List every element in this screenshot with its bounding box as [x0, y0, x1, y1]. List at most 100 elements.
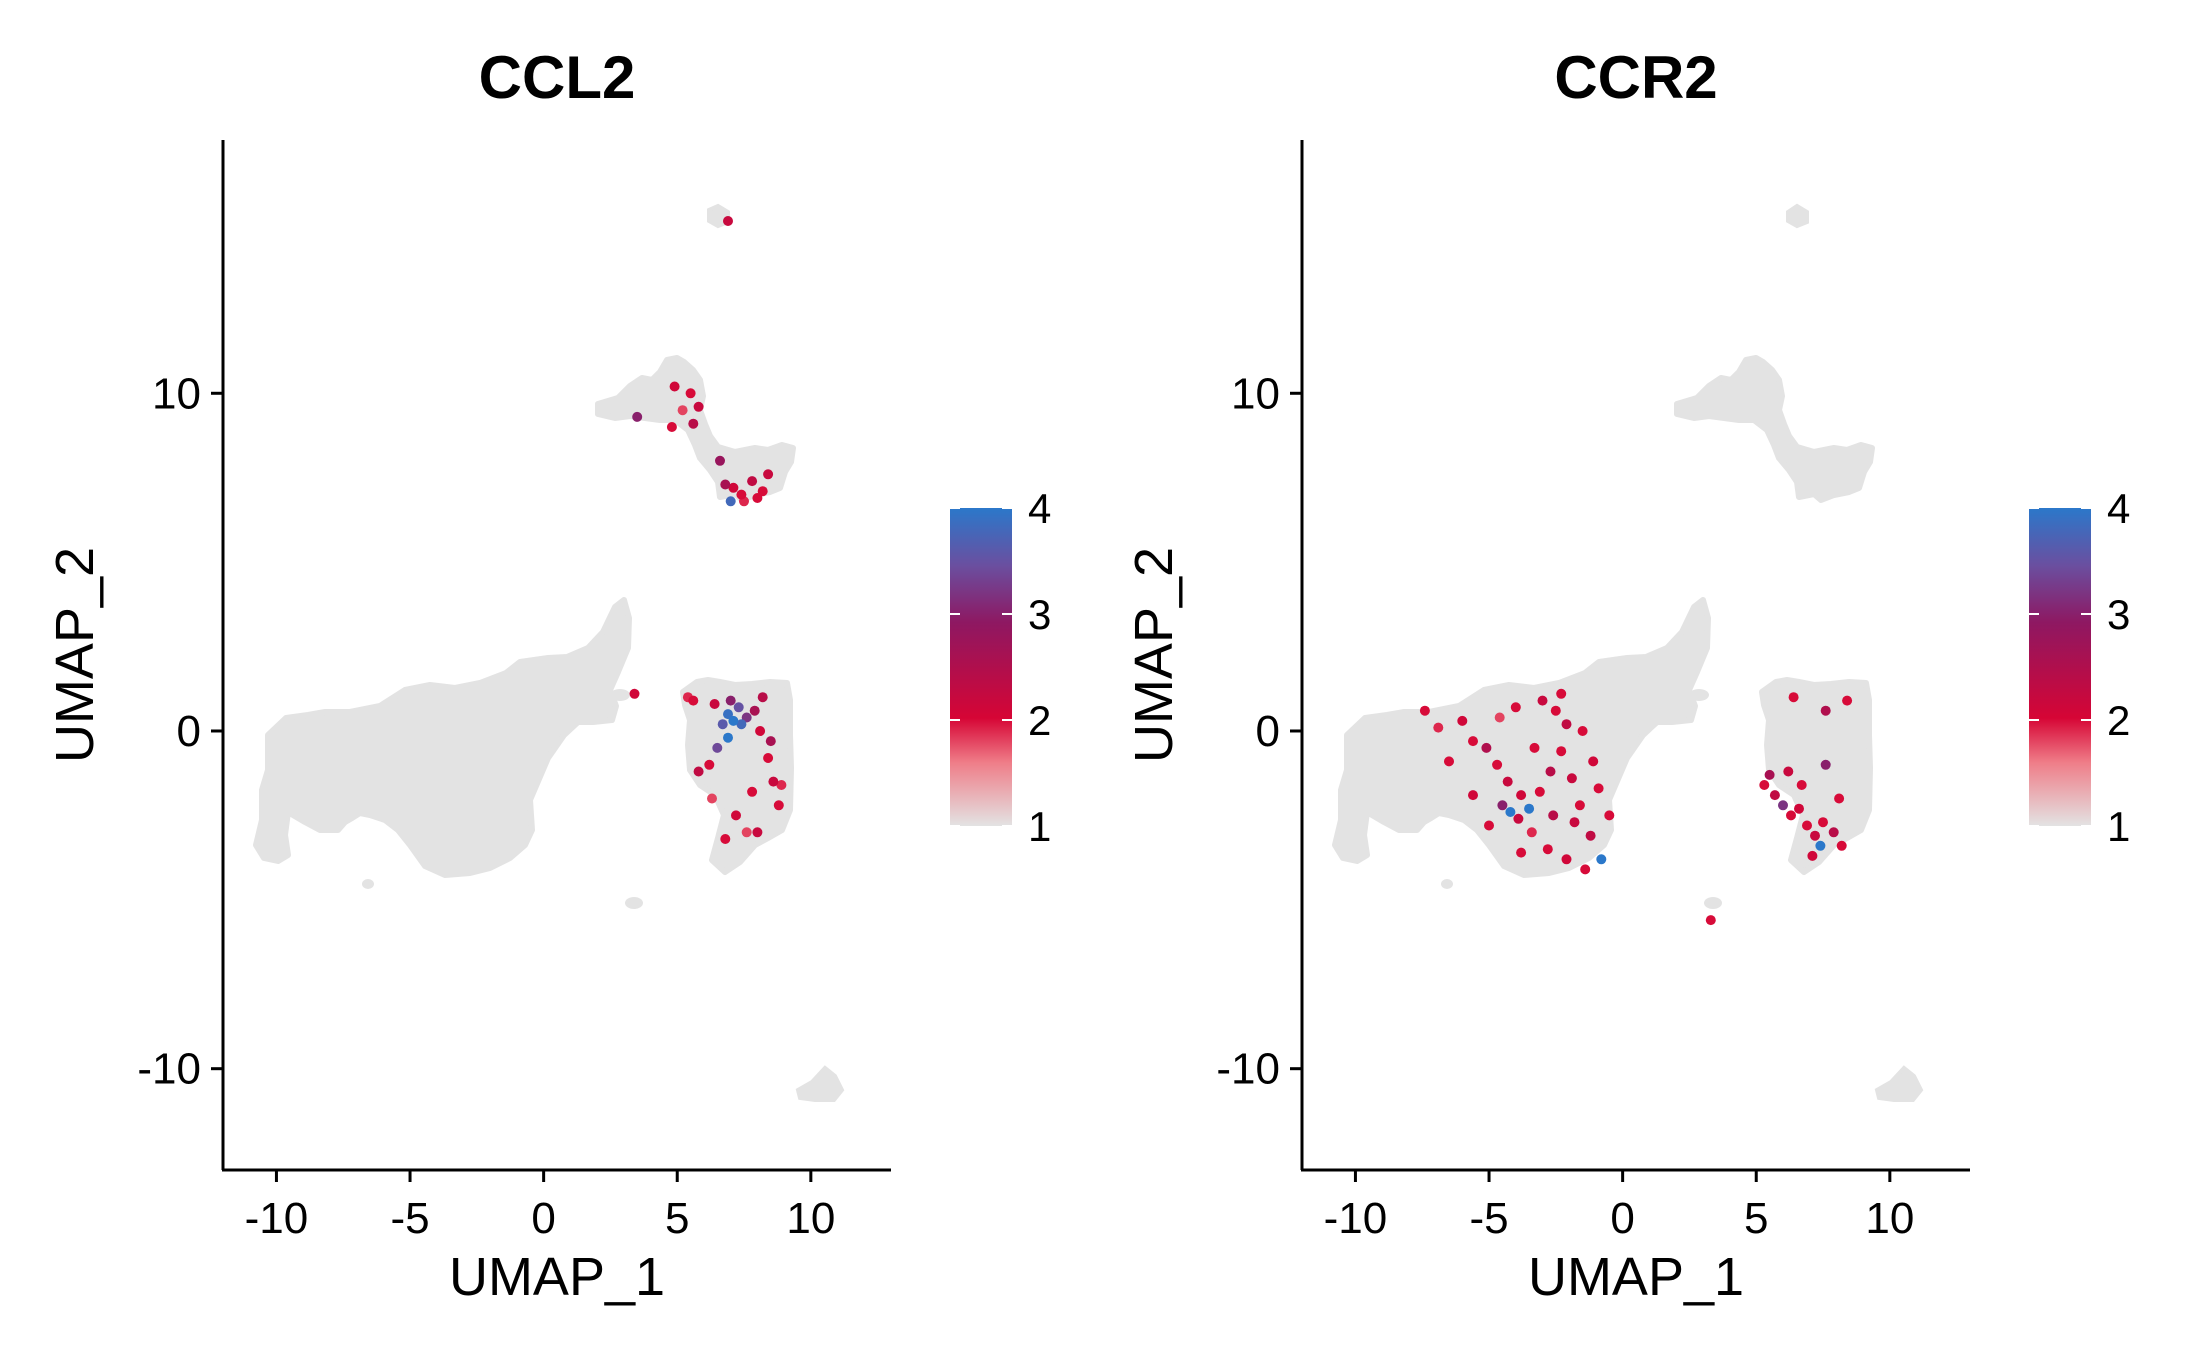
expression-point [704, 759, 715, 770]
expression-point [776, 780, 787, 790]
expression-point [1484, 820, 1494, 831]
cell-cluster-bottom-right [1874, 1065, 1924, 1102]
expression-point [749, 705, 760, 716]
expression-point [1468, 790, 1478, 801]
expression-point [747, 786, 758, 797]
expression-point [736, 719, 747, 730]
expression-point [1705, 915, 1716, 926]
expression-point [728, 482, 739, 493]
colorbar-tick-label: 3 [1028, 591, 1051, 638]
expression-point [736, 489, 747, 500]
expression-point [693, 401, 704, 412]
expression-point [1561, 854, 1572, 865]
expression-point [1786, 810, 1796, 821]
colorbar-gradient [2029, 508, 2091, 826]
expression-point [715, 455, 725, 466]
expression-point [1526, 827, 1537, 838]
expression-point [725, 496, 736, 507]
expression-point [763, 469, 774, 480]
x-ticks: -10 -5 0 5 10 [1324, 1170, 1914, 1243]
colorbar-tick-label: 2 [2107, 697, 2130, 744]
expression-point [1492, 759, 1503, 770]
expression-point [728, 715, 739, 726]
y-tick-label: -10 [137, 1045, 201, 1094]
x-tick-label: -10 [245, 1194, 309, 1243]
cell-cluster-small [625, 897, 643, 909]
colorbar-tick-label: 1 [2107, 803, 2130, 850]
expression-point [629, 688, 640, 699]
y-ticks: -10 0 10 [137, 369, 223, 1094]
expression-point [723, 216, 733, 226]
expression-point [1802, 820, 1812, 831]
expression-point [720, 479, 731, 490]
expression-point [1556, 746, 1567, 757]
x-ticks: -10 -5 0 5 10 [245, 1170, 835, 1243]
expression-point [1545, 766, 1556, 777]
expression-point [1810, 830, 1820, 841]
expression-point [765, 736, 776, 747]
expression-point [733, 702, 744, 713]
expression-point [1818, 817, 1828, 828]
x-tick-label: 10 [1865, 1194, 1914, 1243]
colorbar-tick-label: 4 [1028, 485, 1051, 532]
expression-point [1548, 810, 1559, 821]
expression-point [1820, 705, 1831, 716]
cell-cluster-right [1759, 677, 1873, 875]
x-tick-label: 5 [1744, 1194, 1768, 1243]
colorbar-tick-label: 2 [1028, 697, 1051, 744]
expression-point [1419, 705, 1430, 716]
colorbar-gradient [950, 508, 1012, 826]
x-tick-label: 0 [531, 1194, 555, 1243]
expression-point [1815, 840, 1826, 851]
expression-point [1580, 864, 1591, 875]
expression-point [1513, 813, 1524, 824]
expression-point [1828, 827, 1839, 838]
panel-title: CCL2 [479, 44, 636, 111]
y-tick-label: 0 [177, 707, 201, 756]
expression-point [768, 776, 779, 787]
expression-point [752, 493, 763, 503]
expression-point [717, 719, 728, 730]
expression-point [757, 486, 768, 497]
expression-point [1834, 793, 1845, 804]
expression-point [1561, 719, 1572, 730]
expression-point [731, 810, 741, 821]
colorbar-ticks: 1 2 3 4 [950, 485, 1051, 850]
cell-cluster-upper [1674, 355, 1875, 503]
expression-point [1542, 844, 1553, 855]
y-axis-title: UMAP_2 [45, 547, 105, 763]
y-ticks: -10 0 10 [1216, 369, 1302, 1094]
y-tick-label: 10 [152, 369, 201, 418]
expression-point [1577, 726, 1588, 736]
expression-point [1550, 705, 1561, 716]
cell-cluster-small [1689, 689, 1709, 701]
expression-point [723, 709, 733, 720]
expression-point [1502, 776, 1513, 787]
expression-point [1596, 854, 1607, 865]
expression-point [1593, 783, 1604, 794]
expression-point [1842, 695, 1853, 706]
expression-point [1778, 800, 1788, 811]
expression-points [1419, 688, 1853, 926]
expression-point [1794, 803, 1804, 814]
expression-point [757, 692, 768, 703]
expression-point [1569, 817, 1580, 828]
cell-cluster-small [1441, 879, 1453, 889]
x-tick-label: -10 [1324, 1194, 1388, 1243]
colorbar-tick-label: 4 [2107, 485, 2130, 532]
expression-point [1759, 780, 1770, 790]
expression-point [1433, 722, 1444, 733]
x-axis-title: UMAP_1 [449, 1247, 665, 1307]
colorbar-tick-label: 1 [1028, 803, 1051, 850]
cell-cluster-small [362, 879, 374, 889]
expression-point [741, 827, 752, 838]
background-cells [253, 203, 845, 1102]
panel-ccr2: CCR2 -10 -5 0 5 10 -10 0 10 UMAP_1 UMAP_2 1 2 3 4 [1124, 44, 2130, 1307]
panel-ccl2: CCL2 -10 -5 0 5 10 -10 0 10 UMAP_1 UMAP_2 1 2 3 4 [45, 44, 1051, 1307]
cell-cluster-top [1786, 203, 1809, 229]
expression-point [1764, 769, 1775, 780]
colorbar-tick-label: 3 [2107, 591, 2130, 638]
expression-point [1481, 742, 1492, 753]
y-axis-title: UMAP_2 [1124, 547, 1184, 763]
x-tick-label: -5 [1469, 1194, 1508, 1243]
